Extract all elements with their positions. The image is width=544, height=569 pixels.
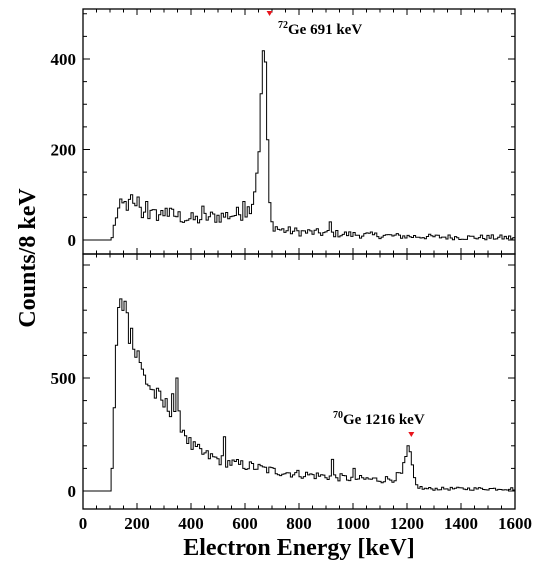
y-axis-title: Counts/8 keV [15,188,41,328]
bottom-peak-marker-icon [408,432,415,437]
top-peak-isotope-mass: 72 [278,20,288,31]
top-y-tick-label: 200 [51,141,77,160]
bottom-peak-label: Ge 1216 keV [343,412,425,428]
x-tick-label: 1000 [336,514,370,533]
top-y-tick-label: 400 [51,50,77,69]
axis-ticks [82,9,516,509]
x-tick-label: 0 [79,514,88,533]
x-tick-label: 200 [124,514,150,533]
x-tick-label: 800 [286,514,312,533]
x-tick-label: 1200 [390,514,424,533]
x-tick-label: 1400 [444,514,478,533]
top-peak-annotation: 72Ge 691 keV [278,20,362,38]
bottom-y-tick-label: 500 [51,369,77,388]
x-tick-label: 400 [178,514,204,533]
bottom-histogram-trace [83,298,515,492]
x-tick-label: 1600 [498,514,532,533]
top-histogram-trace [83,50,515,241]
x-axis-title: Electron Energy [keV] [183,535,415,561]
top-peak-marker-icon [266,11,273,16]
top-y-tick-label: 0 [68,231,77,250]
bottom-y-tick-label: 0 [68,482,77,501]
axis-tick-labels: 0 200 400 0 500 0 200 400 600 800 1000 1200 1400 1600 [51,50,533,533]
x-tick-label: 600 [232,514,258,533]
bottom-peak-annotation: 70Ge 1216 keV [333,410,425,428]
bottom-peak-isotope-mass: 70 [333,410,343,421]
top-peak-label: Ge 691 keV [288,22,362,38]
